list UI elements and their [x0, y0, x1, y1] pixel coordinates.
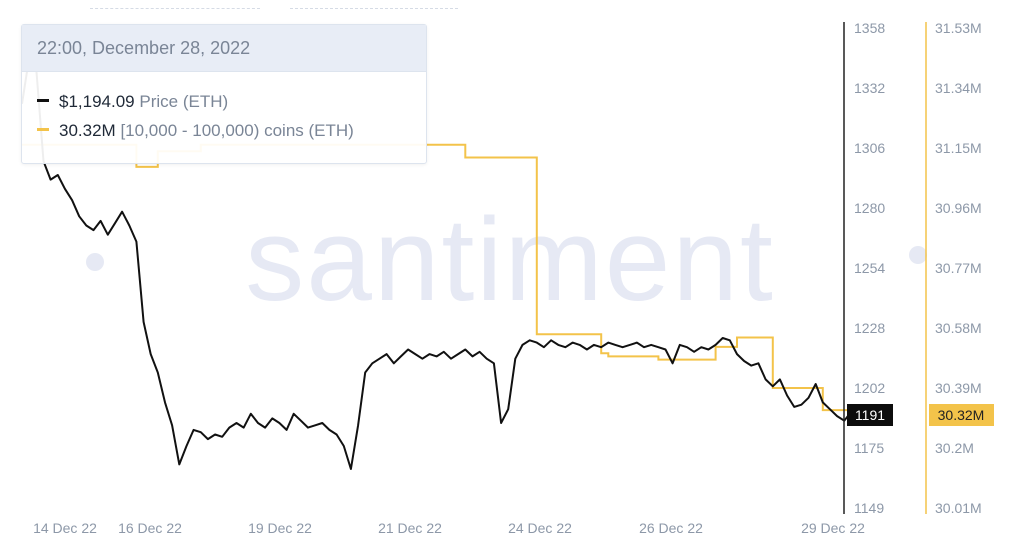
watermark-dot-right — [909, 246, 927, 264]
watermark: santiment — [245, 194, 775, 326]
x-tick-label: 21 Dec 22 — [378, 520, 442, 536]
tooltip-coins-value: 30.32M — [59, 121, 116, 140]
y-left-tick-label: 1228 — [854, 320, 885, 336]
y-right-tick-label: 30.2M — [935, 440, 974, 456]
top-tab-right[interactable] — [290, 0, 458, 9]
current-coins-badge — [929, 404, 994, 426]
current-price-badge-label: 1191 — [855, 407, 885, 423]
y-left-tick-label: 1149 — [854, 500, 884, 516]
x-tick-label: 26 Dec 22 — [639, 520, 703, 536]
y-right-tick-label: 30.39M — [935, 380, 982, 396]
tooltip-datetime: 22:00, December 28, 2022 — [22, 25, 426, 72]
y-left-tick-label: 1358 — [854, 20, 885, 36]
tooltip-coins-label: [10,000 - 100,000) coins (ETH) — [120, 121, 354, 140]
y-left-tick-label: 1254 — [854, 260, 885, 276]
y-right-tick-label: 31.15M — [935, 140, 982, 156]
y-right-tick-label: 30.96M — [935, 200, 982, 216]
y-left-tick-label: 1175 — [854, 440, 884, 456]
tooltip-price-value: $1,194.09 — [59, 92, 135, 111]
y-left-tick-label: 1280 — [854, 200, 885, 216]
y-right-tick-label: 30.58M — [935, 320, 982, 336]
axes-layer: 1358 1332 1306 1280 1254 1228 1202 1175 1149 31.5… — [33, 20, 994, 536]
y-left-tick-label: 1332 — [854, 80, 885, 96]
y-left-tick-label: 1202 — [854, 380, 885, 396]
y-left-tick-label: 1306 — [854, 140, 885, 156]
top-tab-left[interactable] — [90, 0, 260, 9]
watermark-dot-left — [86, 253, 104, 271]
price-swatch-icon — [37, 99, 49, 103]
y-right-tick-label: 30.77M — [935, 260, 982, 276]
x-tick-label: 14 Dec 22 — [33, 520, 97, 536]
y-right-tick-label: 31.34M — [935, 80, 982, 96]
x-tick-label: 24 Dec 22 — [508, 520, 572, 536]
tooltip: 22:00, December 28, 2022 $1,194.09 Price… — [21, 24, 427, 164]
tooltip-row-coins: 30.32M [10,000 - 100,000) coins (ETH) — [37, 121, 354, 141]
current-coins-badge-label: 30.32M — [938, 407, 985, 423]
tooltip-price-label: Price (ETH) — [139, 92, 229, 111]
coins-swatch-icon — [37, 128, 49, 132]
y-right-tick-label: 30.01M — [935, 500, 982, 516]
x-tick-label: 29 Dec 22 — [801, 520, 865, 536]
current-price-badge — [847, 404, 893, 426]
x-tick-label: 16 Dec 22 — [118, 520, 182, 536]
x-tick-label: 19 Dec 22 — [248, 520, 312, 536]
y-right-tick-label: 31.53M — [935, 20, 982, 36]
tooltip-row-price: $1,194.09 Price (ETH) — [37, 92, 228, 112]
price-series-line — [21, 56, 874, 470]
